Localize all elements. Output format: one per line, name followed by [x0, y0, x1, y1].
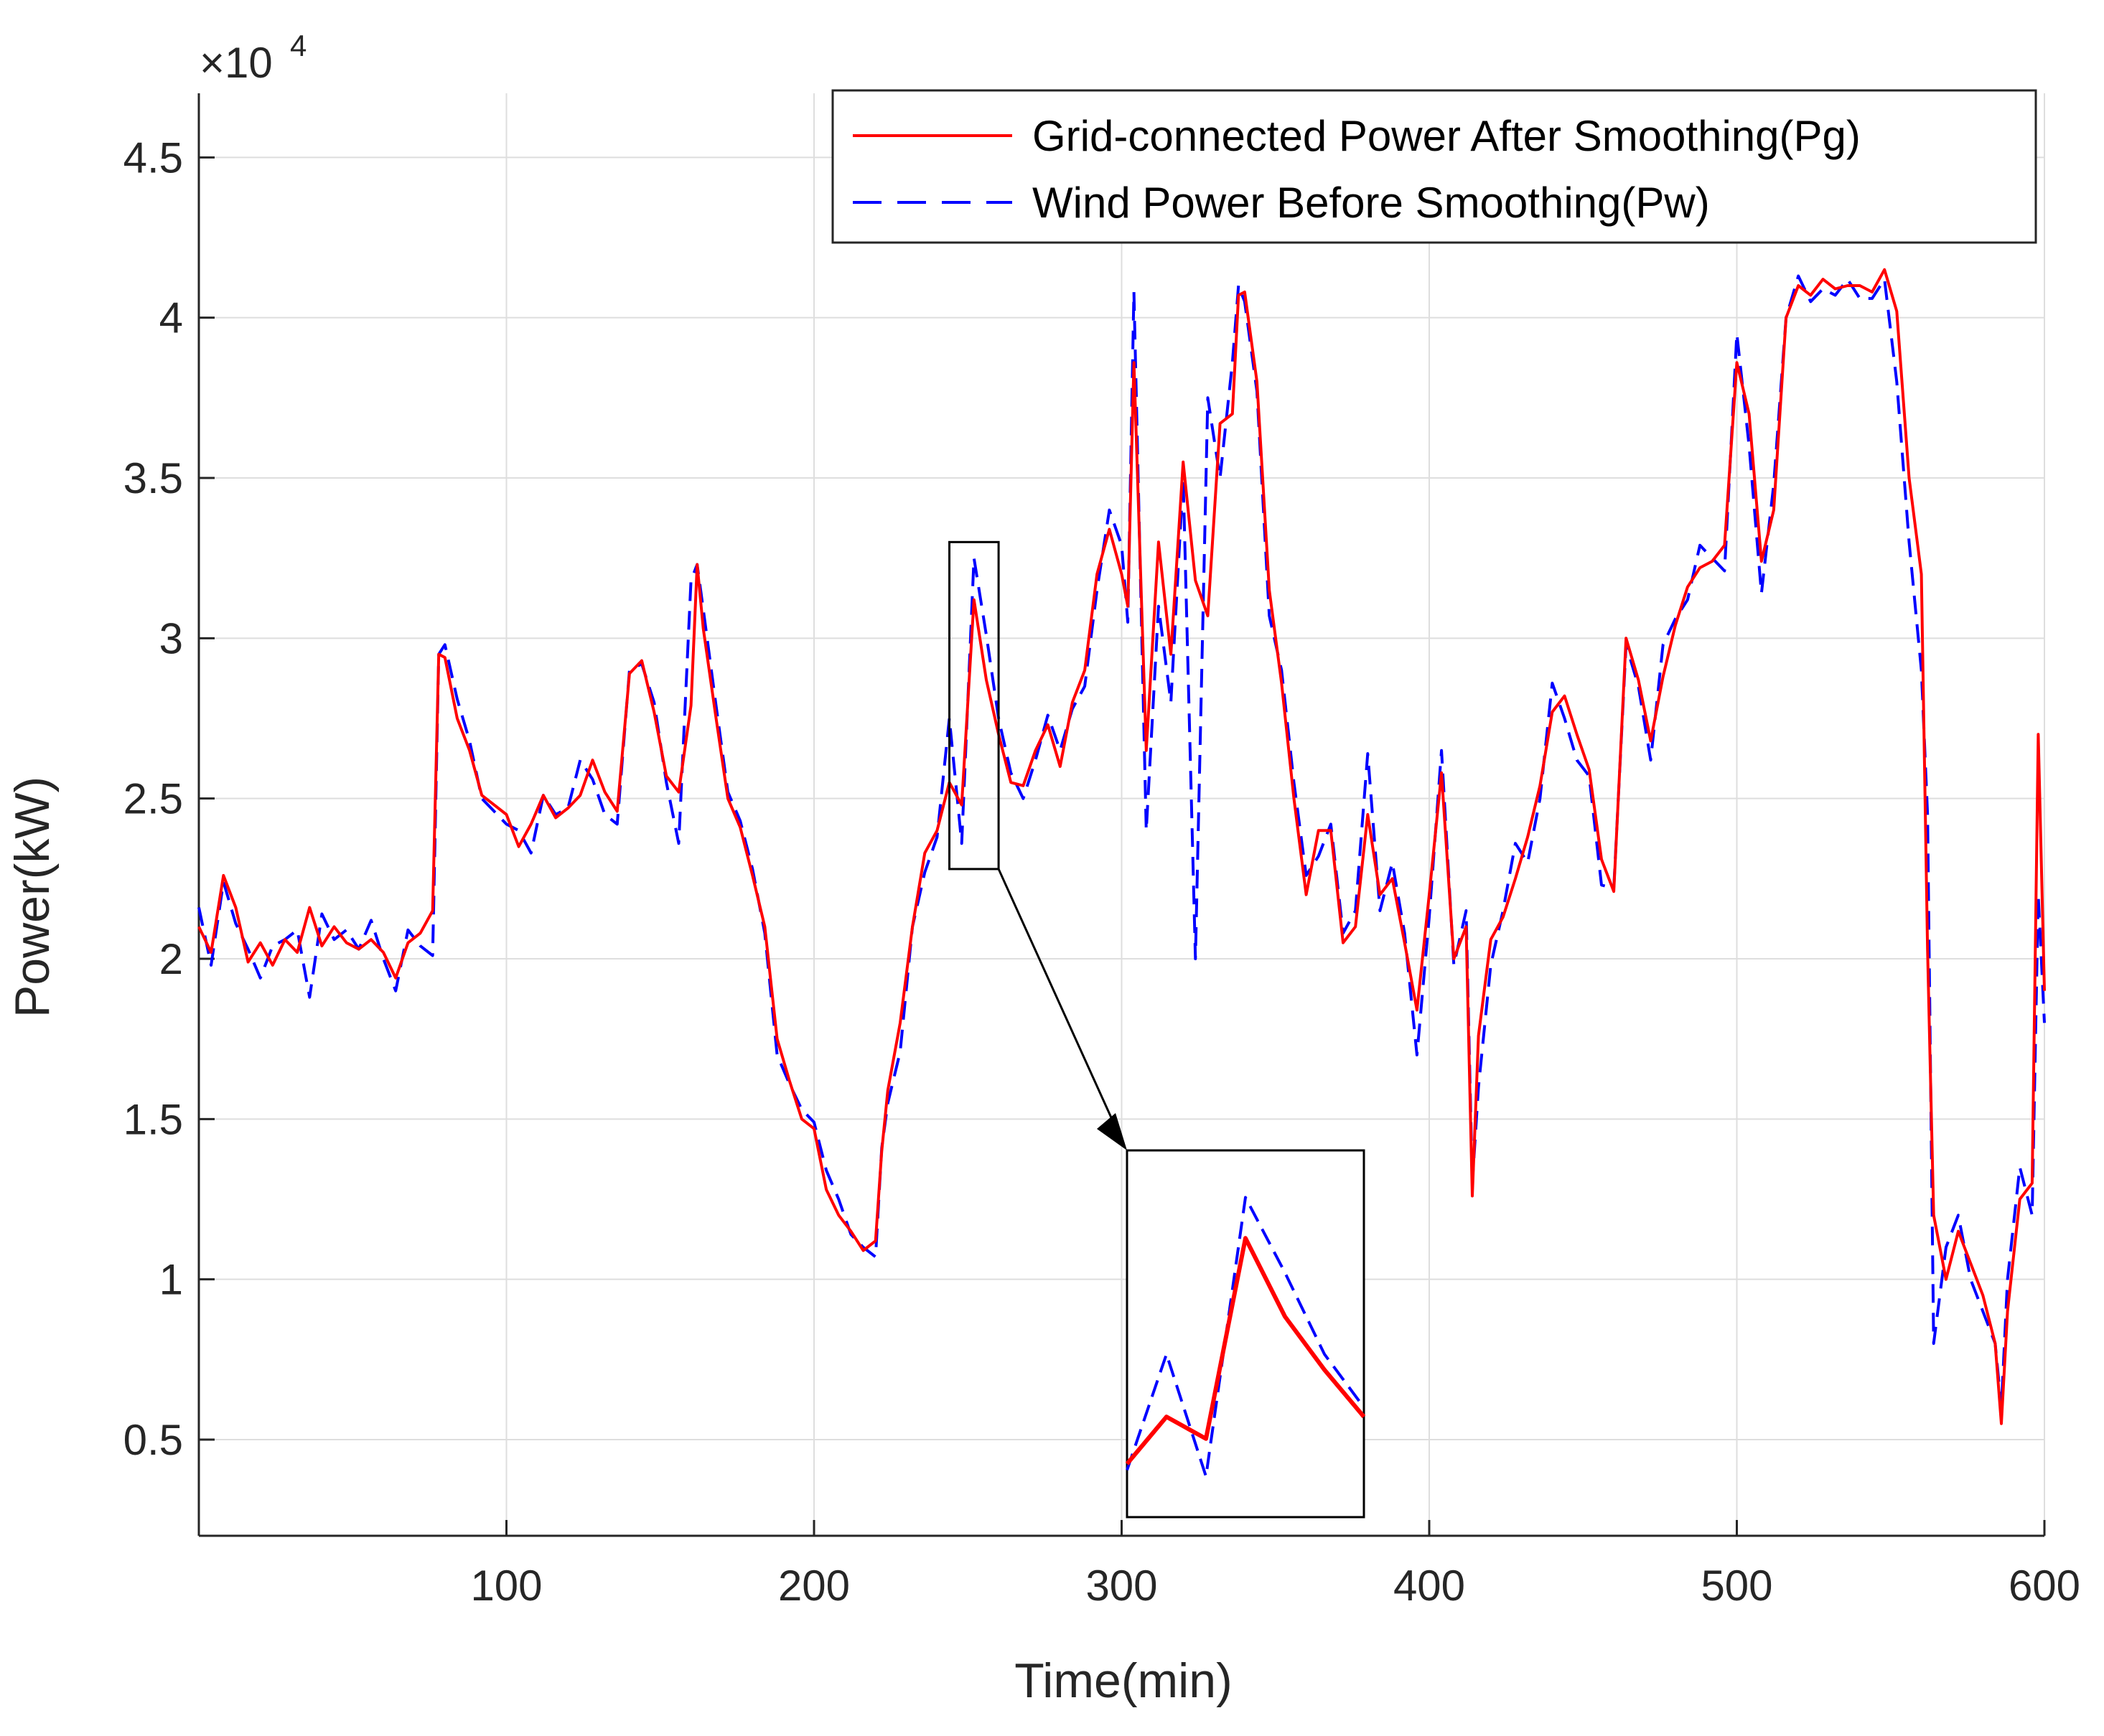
y-tick-label: 4.5: [123, 133, 183, 182]
y-tick-label: 1.5: [123, 1095, 183, 1143]
y-tick-label: 1: [159, 1256, 183, 1304]
zoom-inset-box: [1126, 1149, 1365, 1519]
x-tick-label: 300: [1085, 1562, 1157, 1610]
legend-label-pg: Grid-connected Power After Smoothing(Pg): [1032, 112, 1861, 160]
x-tick-label: 500: [1701, 1562, 1772, 1610]
y-axis-exponent: ×10 4: [200, 29, 307, 87]
x-tick-label: 400: [1393, 1562, 1465, 1610]
x-tick-label: 600: [2009, 1562, 2080, 1610]
y-axis-label: Power(kW): [5, 776, 60, 1018]
y-exponent-base: ×10: [200, 39, 273, 87]
zoom-arrow-line: [997, 868, 1126, 1147]
legend: Grid-connected Power After Smoothing(Pg)…: [831, 89, 2037, 244]
series-lines: [197, 268, 2046, 1425]
zoom-arrowhead: [1097, 1113, 1127, 1150]
x-tick-label: 100: [470, 1562, 542, 1610]
legend-label-pw: Wind Power Before Smoothing(Pw): [1032, 179, 1710, 227]
zoom-series-pg: [1125, 1236, 1366, 1465]
y-tick-label: 2.5: [123, 775, 183, 823]
x-axis-label: Time(min): [1014, 1653, 1232, 1708]
y-tick-label: 0.5: [123, 1416, 183, 1464]
tick-labels: 100 200 300 400 500 600 0.5 1 1.5 2 2.5 3 3.5 4 4.5: [123, 133, 2080, 1610]
zoom-series-pw: [1126, 1196, 1365, 1478]
x-tick-label: 200: [778, 1562, 850, 1610]
y-tick-label: 3: [159, 614, 183, 662]
legend-box: [831, 89, 2037, 244]
zoom-inset: [948, 540, 1366, 1519]
gridlines: [199, 93, 2045, 1536]
y-tick-label: 3.5: [123, 454, 183, 502]
y-tick-label: 2: [159, 935, 183, 983]
y-tick-label: 4: [159, 294, 183, 342]
zoom-source-box: [948, 540, 1000, 871]
y-exponent-power: 4: [290, 29, 307, 62]
series-line-pg: [197, 268, 2046, 1425]
axes: [197, 93, 2046, 1537]
